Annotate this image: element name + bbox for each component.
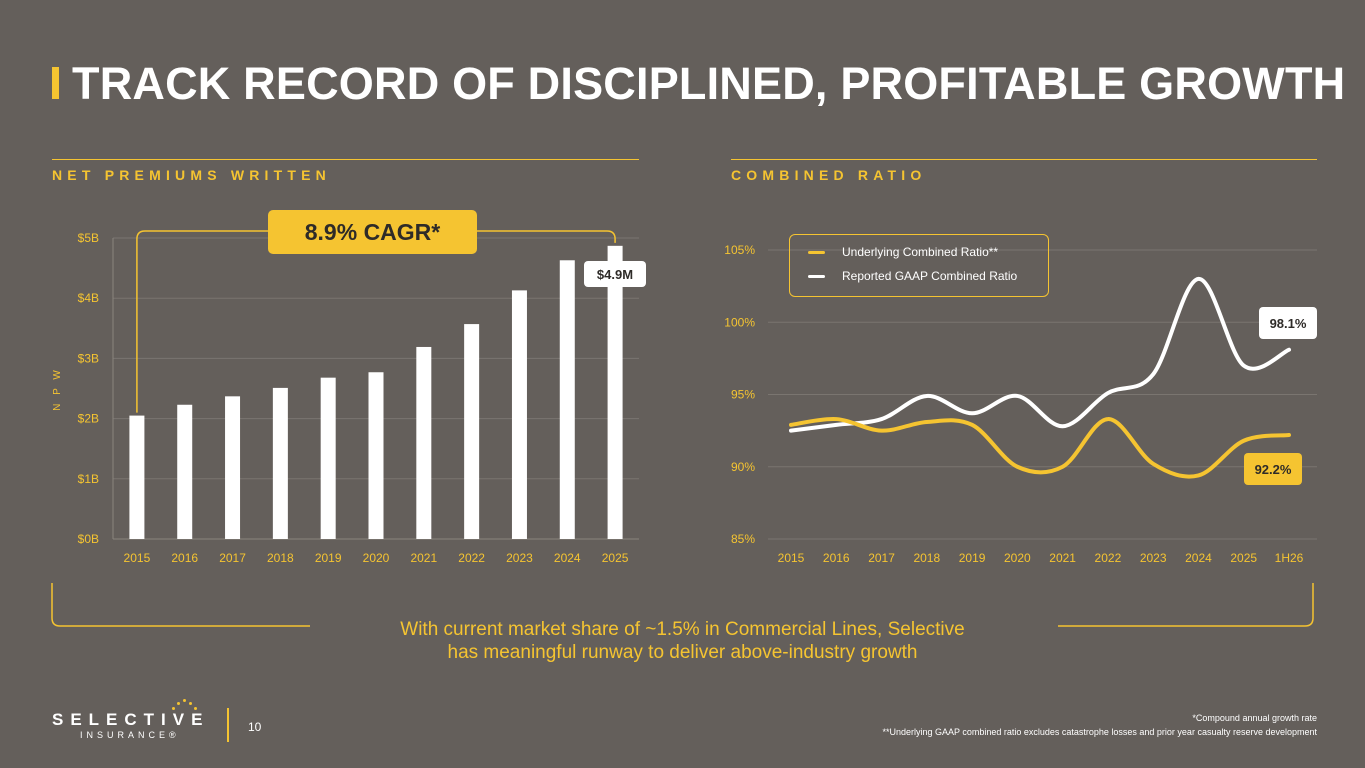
ratio-x-tick: 2019	[959, 551, 986, 565]
ratio-y-tick: 100%	[724, 315, 755, 329]
logo-divider	[227, 708, 229, 742]
npw-bar-2018	[272, 387, 288, 539]
combined-ratio-section-rule	[731, 159, 1317, 160]
cagr-callout: 8.9% CAGR*	[268, 210, 477, 254]
npw-y-tick: $2B	[78, 412, 99, 426]
npw-bar-2024	[559, 260, 575, 539]
logo-subtitle: INSURANCE®	[80, 730, 180, 740]
legend-item-reported: Reported GAAP Combined Ratio	[808, 269, 1017, 283]
logo-wordmark: SELECTIVE	[52, 710, 210, 729]
npw-y-tick: $3B	[78, 351, 99, 365]
footnote-cagr: *Compound annual growth rate	[1192, 713, 1317, 723]
npw-y-tick: $5B	[78, 231, 99, 245]
npw-bar-2015	[129, 415, 145, 539]
market-share-line-2: has meaningful runway to deliver above-i…	[447, 642, 918, 663]
ratio-x-tick: 2023	[1140, 551, 1167, 565]
combined-ratio-legend: Underlying Combined Ratio** Reported GAA…	[789, 234, 1049, 297]
legend-label-reported: Reported GAAP Combined Ratio	[842, 269, 1018, 283]
npw-x-tick: 2018	[267, 551, 294, 565]
ratio-y-tick: 85%	[731, 532, 755, 546]
npw-section-title: NET PREMIUMS WRITTEN	[52, 167, 331, 183]
npw-x-tick: 2024	[554, 551, 581, 565]
npw-y-tick: $0B	[78, 532, 99, 546]
npw-bar-2023	[511, 290, 527, 539]
npw-section-rule	[52, 159, 639, 160]
market-share-message: With current market share of ~1.5% in Co…	[320, 618, 1045, 664]
ratio-x-tick: 2017	[868, 551, 895, 565]
npw-x-tick: 2023	[506, 551, 533, 565]
ratio-x-tick: 2024	[1185, 551, 1212, 565]
npw-x-tick: 2019	[315, 551, 342, 565]
npw-bar-2020	[368, 372, 384, 539]
npw-x-tick: 2017	[219, 551, 246, 565]
npw-x-tick: 2016	[171, 551, 198, 565]
ratio-y-tick: 95%	[731, 388, 755, 402]
legend-item-underlying: Underlying Combined Ratio**	[808, 245, 998, 259]
npw-x-tick: 2025	[602, 551, 629, 565]
ratio-y-tick: 105%	[724, 243, 755, 257]
bottom-bracket-left	[51, 583, 310, 627]
ratio-x-tick: 2022	[1095, 551, 1122, 565]
combined-ratio-section-title: COMBINED RATIO	[731, 167, 927, 183]
legend-swatch-reported	[808, 274, 825, 278]
page-title: TRACK RECORD OF DISCIPLINED, PROFITABLE …	[72, 58, 1346, 109]
npw-y-tick: $1B	[78, 472, 99, 486]
title-accent-bar	[52, 67, 59, 99]
npw-x-tick: 2020	[363, 551, 390, 565]
npw-bar-2017	[225, 396, 241, 539]
npw-end-label: $4.9M	[584, 261, 646, 287]
npw-x-tick: 2021	[410, 551, 437, 565]
market-share-line-1: With current market share of ~1.5% in Co…	[400, 619, 965, 640]
ratio-line-reported	[789, 276, 1291, 433]
npw-x-tick: 2022	[458, 551, 485, 565]
ratio-x-tick: 2021	[1049, 551, 1076, 565]
npw-bar-2025	[607, 245, 623, 540]
ratio-line-underlying	[789, 416, 1291, 479]
ratio-x-tick: 2018	[913, 551, 940, 565]
ratio-x-tick: 2025	[1230, 551, 1257, 565]
underlying-end-label: 92.2%	[1244, 453, 1302, 485]
ratio-x-tick: 2020	[1004, 551, 1031, 565]
ratio-x-tick: 2016	[823, 551, 850, 565]
ratio-x-tick: 2015	[778, 551, 805, 565]
npw-bar-2016	[177, 404, 193, 539]
npw-bar-2022	[464, 324, 480, 539]
npw-y-tick: $4B	[78, 291, 99, 305]
legend-label-underlying: Underlying Combined Ratio**	[842, 245, 999, 259]
npw-bar-2021	[416, 346, 432, 539]
npw-x-tick: 2015	[124, 551, 151, 565]
legend-swatch-underlying	[808, 250, 825, 254]
ratio-x-tick: 1H26	[1275, 551, 1304, 565]
page-number: 10	[248, 720, 262, 734]
reported-end-label: 98.1%	[1259, 307, 1317, 339]
bottom-bracket-right	[1058, 583, 1314, 627]
footnote-underlying: **Underlying GAAP combined ratio exclude…	[882, 727, 1317, 737]
npw-y-axis-title: N P W	[52, 367, 63, 411]
npw-bar-2019	[320, 377, 336, 539]
ratio-y-tick: 90%	[731, 460, 755, 474]
